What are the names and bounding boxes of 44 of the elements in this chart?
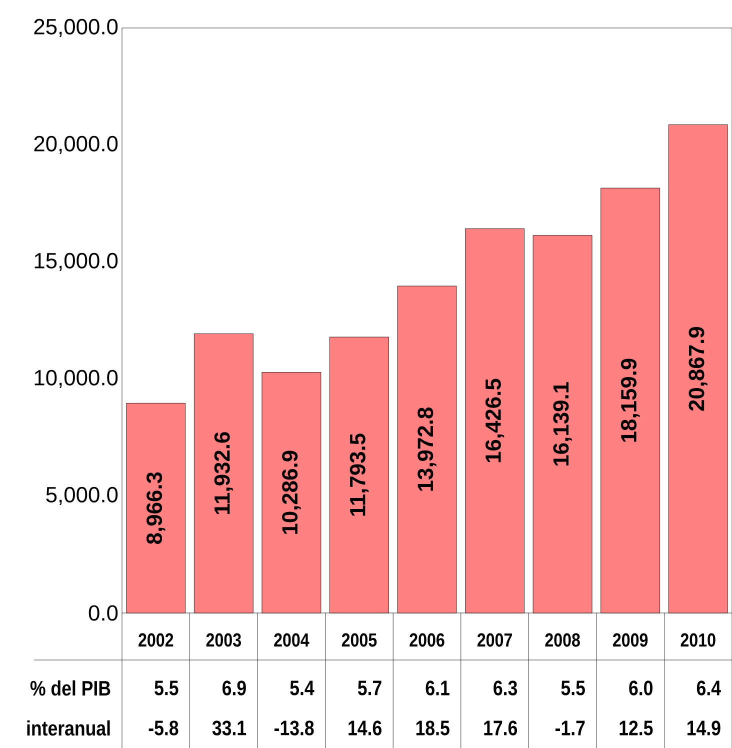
data-label: 10,286.9 bbox=[282, 450, 301, 534]
text: 6.9 bbox=[222, 680, 246, 696]
y-tick-label: 5,000.0 bbox=[46, 486, 118, 506]
x-tick-label: 2003 bbox=[206, 633, 241, 647]
y-tick-label: 25,000.0 bbox=[34, 18, 118, 38]
x-tick-label: 2006 bbox=[410, 633, 444, 647]
data-label: 16,426.5 bbox=[485, 378, 504, 462]
text: 6.3 bbox=[494, 680, 518, 696]
x-tick-label: 2010 bbox=[680, 633, 716, 647]
text: 5.4 bbox=[290, 680, 314, 696]
x-tick-label: 2004 bbox=[274, 633, 310, 647]
x-tick-label: 2002 bbox=[138, 633, 174, 647]
data-label: 16,139.1 bbox=[553, 382, 572, 466]
y-tick-label: 20,000.0 bbox=[34, 136, 118, 154]
text: 5.7 bbox=[358, 680, 382, 696]
text: 12.5 bbox=[620, 720, 653, 736]
x-tick-label: 2005 bbox=[342, 633, 377, 647]
data-label: 18,159.9 bbox=[620, 358, 640, 442]
y-tick-label: 15,000.0 bbox=[34, 252, 118, 272]
x-tick-label: 2009 bbox=[612, 633, 648, 647]
text: -1.7 bbox=[555, 720, 585, 736]
y-tick-label: 10,000.0 bbox=[34, 370, 118, 388]
text: 14.6 bbox=[348, 720, 382, 736]
data-label: 8,966.3 bbox=[146, 472, 166, 544]
text: 5.5 bbox=[154, 680, 178, 696]
x-tick-label: 2008 bbox=[545, 633, 580, 647]
text: % del PIB bbox=[30, 680, 110, 696]
data-label: 20,867.9 bbox=[688, 327, 708, 411]
x-tick-label: 2007 bbox=[477, 633, 512, 647]
text: 6.1 bbox=[426, 680, 450, 696]
y-tick-label: 0.0 bbox=[88, 605, 118, 621]
data-label: 11,932.6 bbox=[214, 432, 234, 514]
data-label: 13,972.8 bbox=[418, 408, 436, 491]
text: 5.5 bbox=[561, 680, 585, 696]
text: 17.6 bbox=[484, 720, 518, 736]
text: 18.5 bbox=[416, 720, 450, 736]
text: -5.8 bbox=[148, 720, 178, 736]
text: interanual bbox=[27, 720, 110, 736]
text: 14.9 bbox=[688, 720, 720, 736]
text: 33.1 bbox=[212, 720, 246, 736]
text: -13.8 bbox=[274, 720, 314, 736]
text: 6.4 bbox=[696, 680, 721, 696]
text: 6.0 bbox=[629, 680, 652, 696]
data-label: 11,793.5 bbox=[350, 434, 369, 516]
